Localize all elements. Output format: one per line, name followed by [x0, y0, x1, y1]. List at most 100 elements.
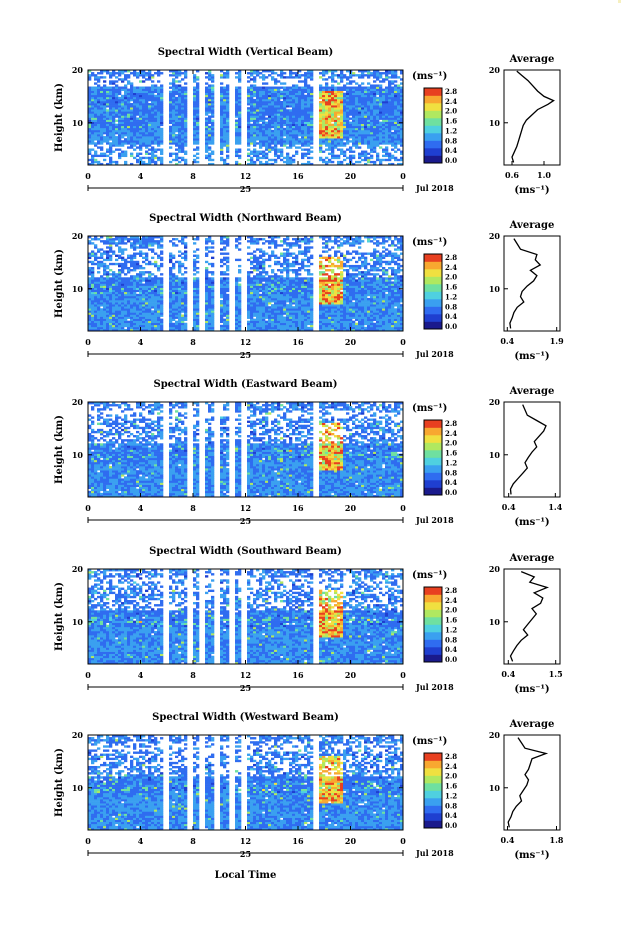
heat-cell [184, 296, 187, 298]
heat-cell [130, 146, 133, 148]
heat-cell [328, 294, 331, 296]
heat-cell [109, 300, 112, 302]
heat-cell [352, 89, 355, 91]
heat-cell [115, 298, 118, 300]
heat-cell [343, 115, 346, 117]
heat-cell [322, 134, 325, 136]
heat-cell [97, 105, 100, 107]
heat-cell [352, 101, 355, 103]
heat-cell [121, 122, 124, 124]
heat-cell [352, 323, 355, 325]
heat-cell [259, 107, 262, 109]
heat-cell [100, 321, 103, 323]
heat-cell [133, 144, 136, 146]
heat-cell [172, 113, 175, 115]
heat-cell [145, 142, 148, 144]
heat-cell [358, 87, 361, 89]
heat-cell [112, 134, 115, 136]
heat-cell [292, 319, 295, 321]
heat-cell [226, 138, 229, 140]
heat-cell [256, 314, 259, 316]
heat-cell [130, 72, 133, 74]
heat-cell [274, 80, 277, 82]
heat-cell [349, 300, 352, 302]
heat-cell [193, 122, 196, 124]
heat-cell [235, 317, 238, 319]
heat-cell [355, 128, 358, 130]
heat-cell [292, 130, 295, 132]
heat-cell [394, 103, 397, 105]
heat-cell [247, 120, 250, 122]
heat-cell [181, 296, 184, 298]
heat-cell [112, 310, 115, 312]
heat-cell [319, 89, 322, 91]
heat-cell [295, 120, 298, 122]
heat-cell [319, 312, 322, 314]
heat-cell [157, 99, 160, 101]
heat-cell [145, 87, 148, 89]
heat-cell [208, 142, 211, 144]
heat-cell [142, 312, 145, 314]
heat-cell [172, 84, 175, 86]
heat-cell [304, 302, 307, 304]
heat-cell [325, 97, 328, 99]
heat-cell [208, 317, 211, 319]
heat-cell [133, 148, 136, 150]
heat-cell [109, 97, 112, 99]
heat-cell [271, 93, 274, 95]
heat-cell [346, 78, 349, 80]
heat-cell [250, 300, 253, 302]
heat-cell [247, 304, 250, 306]
heat-cell [304, 327, 307, 329]
heat-cell [259, 118, 262, 120]
heat-cell [298, 128, 301, 130]
heat-cell [292, 72, 295, 74]
heat-cell [376, 136, 379, 138]
heat-cell [157, 294, 160, 296]
heat-cell [121, 151, 124, 153]
heat-cell [109, 294, 112, 296]
heat-cell [253, 314, 256, 316]
heat-cell [361, 327, 364, 329]
heat-cell [220, 99, 223, 101]
heat-cell [307, 126, 310, 128]
heat-cell [370, 142, 373, 144]
heat-cell [145, 310, 148, 312]
heat-cell [391, 97, 394, 99]
heat-cell [106, 95, 109, 97]
heat-cell [331, 321, 334, 323]
heat-cell [346, 120, 349, 122]
heat-cell [262, 314, 265, 316]
heat-cell [145, 118, 148, 120]
heat-cell [145, 314, 148, 316]
heat-cell [274, 161, 277, 163]
heat-cell [193, 109, 196, 111]
heat-cell [307, 142, 310, 144]
heat-cell [196, 327, 199, 329]
heat-cell [136, 312, 139, 314]
heat-cell [250, 159, 253, 161]
heat-cell [160, 298, 163, 300]
heat-cell [298, 130, 301, 132]
heat-cell [352, 140, 355, 142]
heat-cell [379, 161, 382, 163]
heat-cell [160, 308, 163, 310]
heat-cell [145, 103, 148, 105]
heat-cell [385, 304, 388, 306]
heat-cell [304, 124, 307, 126]
heat-cell [274, 304, 277, 306]
heat-cell [208, 296, 211, 298]
heat-cell [100, 72, 103, 74]
heat-cell [175, 157, 178, 159]
heat-cell [274, 118, 277, 120]
heat-cell [376, 91, 379, 93]
heat-cell [211, 89, 214, 91]
heat-cell [274, 294, 277, 296]
heat-cell [286, 153, 289, 155]
heat-cell [262, 128, 265, 130]
heat-cell [391, 99, 394, 101]
heat-cell [97, 134, 100, 136]
heat-cell [328, 314, 331, 316]
heat-cell [154, 84, 157, 86]
heat-cell [295, 306, 298, 308]
